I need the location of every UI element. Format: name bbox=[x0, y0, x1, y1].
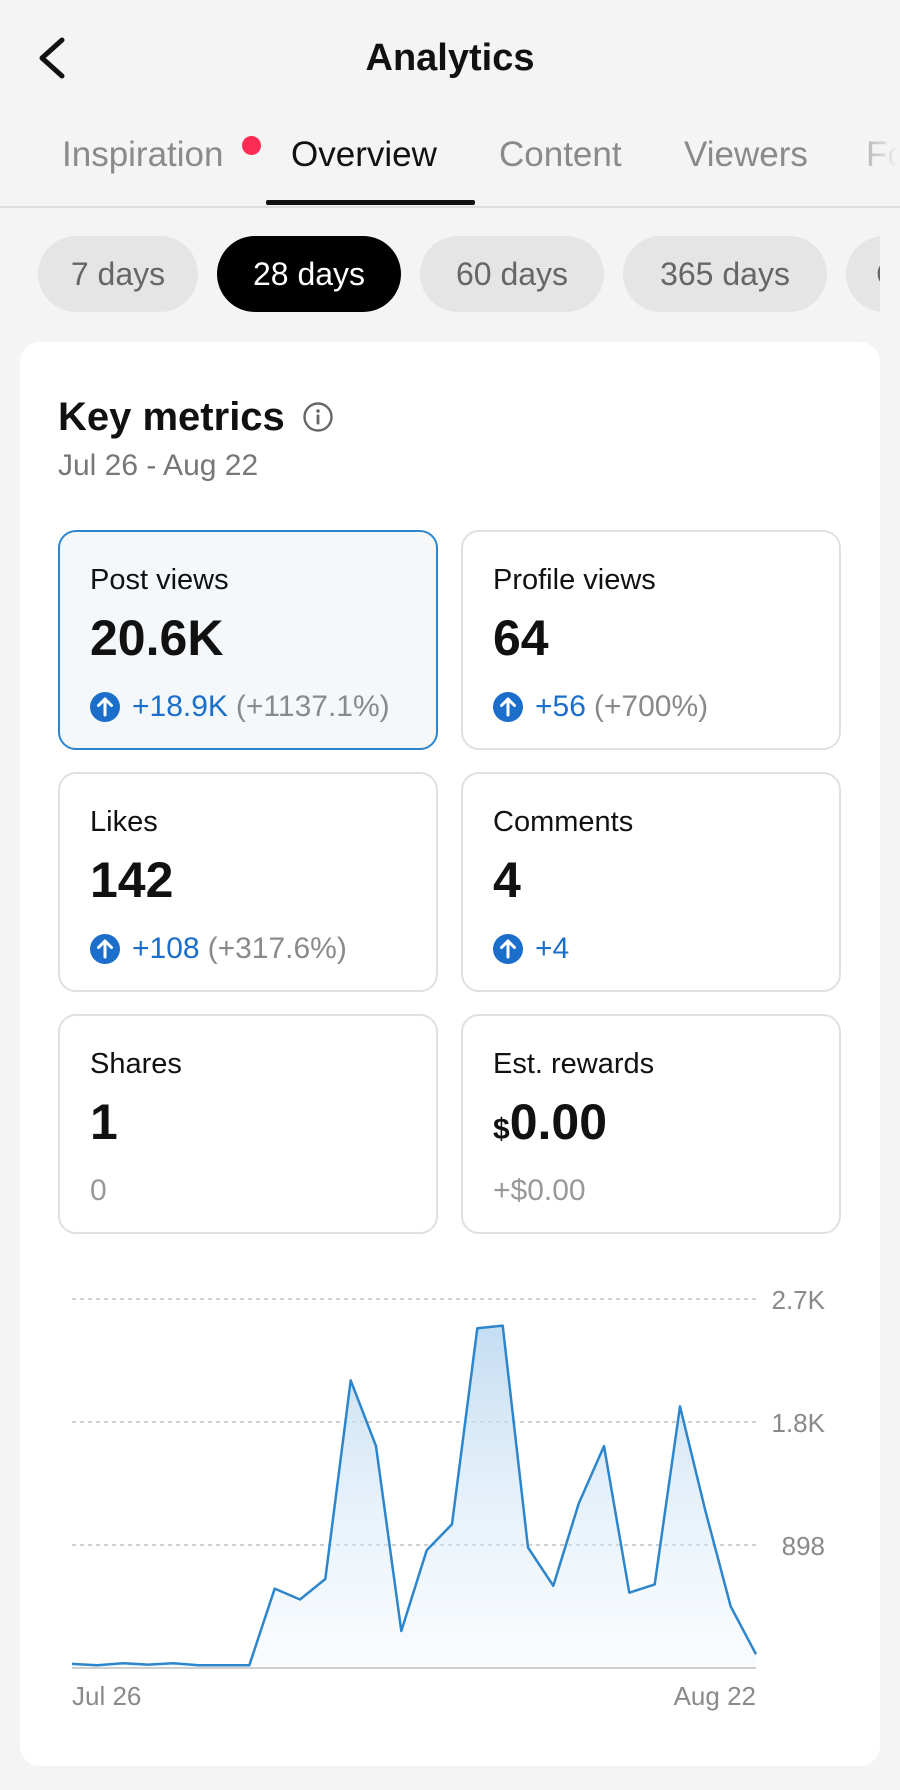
change-value: +4 bbox=[535, 932, 570, 965]
arrow-up-circle-icon bbox=[90, 692, 120, 722]
header: Analytics bbox=[0, 0, 900, 116]
metric-est-rewards[interactable]: Est. rewards $0.00 +$0.00 bbox=[461, 1014, 841, 1234]
arrow-up-circle-icon bbox=[493, 934, 523, 964]
metric-value: 142 bbox=[90, 852, 174, 908]
metric-label: Shares bbox=[90, 1048, 182, 1080]
tab-bar: Inspiration Overview Content Viewers Fo bbox=[0, 116, 900, 208]
metric-label: Likes bbox=[90, 806, 158, 838]
change-percent: (+317.6%) bbox=[207, 932, 347, 965]
change-value: +108 bbox=[132, 932, 200, 965]
metric-change: +$0.00 bbox=[493, 1172, 586, 1210]
key-metrics-card: Key metrics Jul 26 - Aug 22 Post views 2… bbox=[20, 342, 880, 1766]
change-percent: (+1137.1%) bbox=[235, 690, 390, 723]
change-value: +$0.00 bbox=[493, 1174, 586, 1207]
range-7-days[interactable]: 7 days bbox=[38, 236, 198, 312]
tab-fade bbox=[840, 116, 900, 204]
active-tab-indicator bbox=[266, 200, 475, 205]
change-value: +56 bbox=[535, 690, 586, 723]
metric-change: +4 bbox=[493, 930, 569, 968]
metric-profile-views[interactable]: Profile views 64 +56 (+700%) bbox=[461, 530, 841, 750]
metric-change: 0 bbox=[90, 1172, 107, 1210]
arrow-up-circle-icon bbox=[493, 692, 523, 722]
metric-post-views[interactable]: Post views 20.6K +18.9K (+1137.1%) bbox=[58, 530, 438, 750]
tab-content[interactable]: Content bbox=[499, 135, 622, 174]
change-value: +18.9K bbox=[132, 690, 228, 723]
y-tick-label: 898 bbox=[782, 1531, 825, 1561]
info-icon[interactable] bbox=[302, 401, 334, 433]
x-tick-label: Aug 22 bbox=[674, 1681, 756, 1711]
date-range-selector: 7 days 28 days 60 days 365 days C bbox=[0, 236, 880, 312]
notification-dot bbox=[242, 136, 261, 155]
metric-label: Profile views bbox=[493, 564, 656, 596]
range-custom[interactable]: C bbox=[846, 236, 880, 312]
key-metrics-title: Key metrics bbox=[58, 395, 285, 439]
page-title: Analytics bbox=[365, 37, 535, 79]
metric-value: 20.6K bbox=[90, 610, 224, 666]
metric-label: Comments bbox=[493, 806, 634, 838]
y-tick-label: 2.7K bbox=[772, 1285, 826, 1315]
metric-value: $0.00 bbox=[493, 1092, 607, 1160]
range-365-days[interactable]: 365 days bbox=[623, 236, 827, 312]
metric-amount: 0.00 bbox=[509, 1094, 608, 1150]
metric-change: +18.9K (+1137.1%) bbox=[90, 688, 390, 726]
currency-symbol: $ bbox=[493, 1113, 510, 1146]
post-views-chart: 898 1.8K 2.7K Jul 26 Aug 22 bbox=[71, 1285, 826, 1711]
chevron-left-icon bbox=[39, 37, 65, 79]
tab-overview[interactable]: Overview bbox=[291, 135, 437, 174]
tab-viewers[interactable]: Viewers bbox=[684, 135, 808, 174]
series-area bbox=[72, 1325, 756, 1668]
metric-value: 1 bbox=[90, 1094, 118, 1150]
metric-shares[interactable]: Shares 1 0 bbox=[58, 1014, 438, 1234]
x-tick-label: Jul 26 bbox=[72, 1681, 141, 1711]
metric-label: Post views bbox=[90, 564, 229, 596]
metric-value: 64 bbox=[493, 610, 549, 666]
metric-comments[interactable]: Comments 4 +4 bbox=[461, 772, 841, 992]
change-value: 0 bbox=[90, 1174, 107, 1207]
y-tick-label: 1.8K bbox=[772, 1408, 826, 1438]
change-percent: (+700%) bbox=[593, 690, 709, 723]
metric-likes[interactable]: Likes 142 +108 (+317.6%) bbox=[58, 772, 438, 992]
range-28-days[interactable]: 28 days bbox=[217, 236, 401, 312]
date-range-label: Jul 26 - Aug 22 bbox=[58, 449, 259, 482]
tab-inspiration[interactable]: Inspiration bbox=[62, 135, 224, 174]
back-button[interactable] bbox=[30, 28, 80, 88]
arrow-up-circle-icon bbox=[90, 934, 120, 964]
metric-change: +56 (+700%) bbox=[493, 688, 708, 726]
metric-value: 4 bbox=[493, 852, 521, 908]
metric-change: +108 (+317.6%) bbox=[90, 930, 347, 968]
range-60-days[interactable]: 60 days bbox=[420, 236, 604, 312]
series-line bbox=[71, 1324, 758, 1667]
metric-label: Est. rewards bbox=[493, 1048, 655, 1080]
